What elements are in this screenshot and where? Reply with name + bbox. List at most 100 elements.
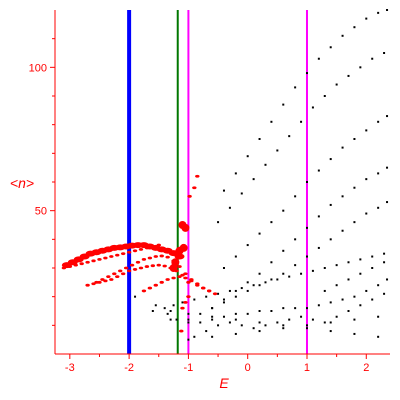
black-point bbox=[371, 298, 374, 301]
black-point bbox=[258, 272, 261, 275]
red-point bbox=[187, 194, 192, 198]
red-point bbox=[168, 266, 173, 270]
black-point bbox=[276, 149, 279, 152]
red-point bbox=[109, 255, 114, 258]
black-point bbox=[228, 206, 231, 209]
black-point bbox=[134, 295, 137, 298]
black-point bbox=[288, 275, 291, 278]
red-point bbox=[171, 259, 176, 263]
red-point bbox=[118, 269, 123, 273]
black-point bbox=[270, 278, 273, 281]
black-point bbox=[252, 284, 255, 287]
red-point bbox=[153, 255, 158, 258]
black-point bbox=[377, 335, 380, 338]
black-point bbox=[187, 321, 190, 324]
black-point bbox=[294, 195, 297, 198]
black-point bbox=[228, 321, 231, 324]
black-point bbox=[341, 229, 344, 232]
red-point bbox=[141, 258, 147, 261]
red-point bbox=[132, 268, 138, 271]
black-point bbox=[323, 95, 326, 97]
black-point bbox=[359, 258, 362, 261]
red-point bbox=[195, 174, 200, 178]
black-point bbox=[288, 135, 291, 138]
red-point bbox=[183, 276, 188, 280]
black-point bbox=[234, 312, 237, 315]
red-point bbox=[129, 263, 135, 267]
black-point bbox=[282, 103, 285, 106]
red-point bbox=[162, 264, 167, 268]
black-point bbox=[234, 332, 237, 335]
red-point bbox=[174, 269, 179, 273]
red-point bbox=[91, 282, 96, 286]
black-point bbox=[264, 163, 267, 166]
red-point bbox=[103, 279, 108, 283]
black-point bbox=[187, 312, 190, 315]
red-point bbox=[159, 280, 164, 284]
black-point bbox=[329, 238, 332, 241]
black-point bbox=[329, 321, 332, 324]
black-point bbox=[377, 206, 380, 209]
black-point bbox=[252, 327, 255, 330]
black-point bbox=[270, 221, 273, 224]
black-point bbox=[163, 307, 166, 310]
red-point bbox=[159, 254, 164, 258]
red-point bbox=[192, 186, 197, 190]
black-point bbox=[377, 120, 380, 123]
black-point bbox=[365, 178, 368, 181]
red-point bbox=[178, 221, 187, 229]
black-point bbox=[305, 327, 308, 330]
black-point bbox=[329, 301, 332, 304]
black-point bbox=[353, 221, 356, 224]
red-point bbox=[97, 280, 102, 284]
red-point bbox=[156, 243, 161, 247]
red-point bbox=[179, 329, 184, 333]
black-point bbox=[335, 315, 338, 318]
axes bbox=[54, 10, 390, 355]
x-tick-label: -3 bbox=[65, 362, 75, 374]
black-point bbox=[154, 304, 157, 307]
black-point bbox=[365, 129, 368, 132]
black-point bbox=[205, 330, 208, 333]
black-point bbox=[234, 289, 237, 292]
black-point bbox=[311, 269, 314, 272]
black-point bbox=[311, 318, 314, 321]
black-point bbox=[222, 267, 225, 269]
black-point bbox=[282, 272, 285, 275]
red-point bbox=[174, 253, 185, 260]
black-point bbox=[353, 26, 356, 29]
black-point bbox=[240, 324, 243, 327]
black-point bbox=[240, 287, 243, 290]
black-point bbox=[329, 330, 332, 333]
black-point bbox=[282, 307, 285, 310]
black-point bbox=[222, 298, 225, 301]
black-point bbox=[347, 261, 350, 264]
black-point bbox=[246, 312, 249, 315]
black-point bbox=[217, 324, 220, 327]
black-point bbox=[222, 315, 225, 318]
black-point bbox=[383, 252, 386, 255]
black-point bbox=[383, 52, 386, 54]
x-tick-label: 1 bbox=[304, 362, 310, 374]
red-point bbox=[135, 260, 141, 264]
black-point bbox=[386, 115, 389, 118]
black-point bbox=[386, 278, 389, 281]
red-point bbox=[150, 264, 156, 268]
black-point bbox=[359, 304, 362, 307]
black-point bbox=[294, 238, 297, 241]
red-point bbox=[85, 283, 90, 287]
black-point bbox=[258, 232, 261, 235]
black-point bbox=[353, 332, 356, 335]
x-tick-label: 0 bbox=[245, 362, 251, 374]
black-point bbox=[383, 261, 386, 264]
black-point bbox=[353, 318, 356, 321]
red-point bbox=[195, 282, 200, 286]
red-point bbox=[61, 266, 67, 270]
black-point bbox=[347, 278, 350, 281]
black-point bbox=[294, 264, 297, 267]
black-point bbox=[246, 289, 249, 292]
black-point bbox=[270, 310, 273, 312]
red-point bbox=[156, 263, 161, 267]
black-point bbox=[211, 315, 214, 318]
